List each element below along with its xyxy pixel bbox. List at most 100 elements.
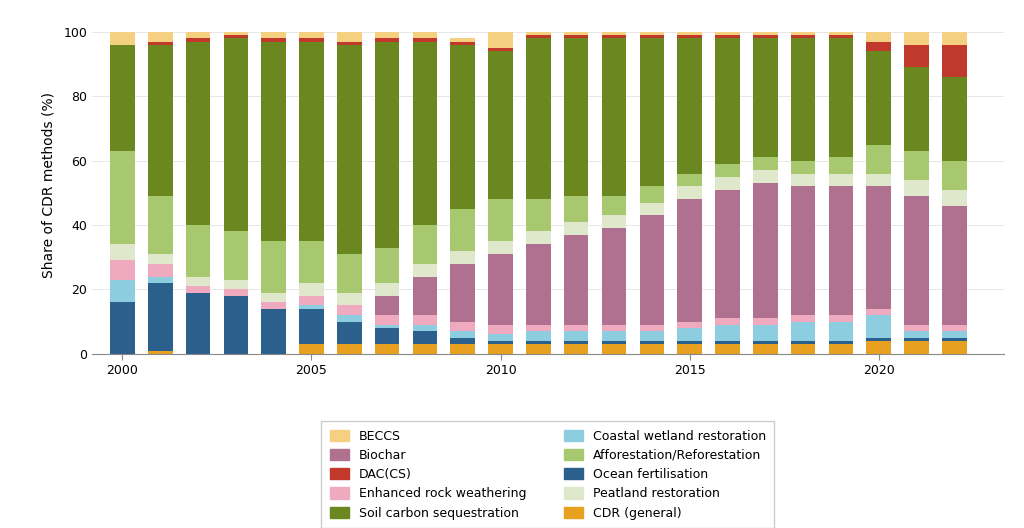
Bar: [488, 199, 513, 241]
Bar: [828, 344, 853, 354]
Bar: [223, 39, 248, 231]
Bar: [413, 225, 437, 263]
Bar: [791, 39, 815, 161]
Bar: [866, 315, 891, 338]
Bar: [185, 286, 210, 293]
Bar: [866, 341, 891, 354]
Bar: [715, 32, 739, 35]
Bar: [299, 306, 324, 309]
Bar: [375, 325, 399, 328]
Bar: [942, 325, 967, 331]
Bar: [602, 32, 627, 35]
Bar: [828, 32, 853, 35]
Bar: [375, 328, 399, 344]
Bar: [451, 39, 475, 42]
Bar: [791, 341, 815, 344]
Bar: [451, 251, 475, 263]
Bar: [375, 296, 399, 315]
Bar: [942, 331, 967, 338]
Bar: [413, 39, 437, 42]
Bar: [828, 315, 853, 322]
Bar: [223, 280, 248, 289]
Bar: [904, 151, 929, 180]
Bar: [602, 39, 627, 196]
Bar: [942, 77, 967, 161]
Bar: [866, 174, 891, 186]
Bar: [564, 234, 589, 325]
Bar: [904, 325, 929, 331]
Bar: [791, 161, 815, 174]
Bar: [223, 289, 248, 296]
Bar: [451, 338, 475, 344]
Bar: [564, 222, 589, 234]
Bar: [602, 344, 627, 354]
Bar: [111, 244, 135, 260]
Bar: [451, 42, 475, 45]
Bar: [791, 35, 815, 39]
Bar: [866, 186, 891, 309]
Bar: [753, 183, 777, 318]
Bar: [602, 35, 627, 39]
Bar: [488, 48, 513, 51]
Bar: [223, 35, 248, 39]
Bar: [147, 263, 172, 277]
Bar: [337, 322, 361, 344]
Bar: [111, 151, 135, 244]
Bar: [677, 341, 701, 344]
Bar: [488, 344, 513, 354]
Legend: BECCS, Biochar, DAC(CS), Enhanced rock weathering, Soil carbon sequestration, Co: BECCS, Biochar, DAC(CS), Enhanced rock w…: [322, 421, 774, 528]
Bar: [791, 315, 815, 322]
Bar: [413, 315, 437, 325]
Bar: [677, 32, 701, 35]
Bar: [488, 325, 513, 334]
Bar: [147, 283, 172, 351]
Bar: [602, 215, 627, 228]
Bar: [299, 241, 324, 283]
Bar: [147, 254, 172, 263]
Bar: [337, 32, 361, 42]
Bar: [942, 161, 967, 190]
Bar: [828, 174, 853, 186]
Bar: [904, 180, 929, 196]
Bar: [866, 32, 891, 42]
Bar: [526, 341, 551, 344]
Bar: [526, 331, 551, 341]
Bar: [147, 196, 172, 254]
Bar: [451, 322, 475, 331]
Bar: [753, 32, 777, 35]
Bar: [111, 45, 135, 151]
Bar: [942, 341, 967, 354]
Bar: [904, 45, 929, 68]
Y-axis label: Share of CDR methods (%): Share of CDR methods (%): [41, 92, 55, 278]
Bar: [715, 325, 739, 341]
Bar: [488, 241, 513, 254]
Bar: [753, 157, 777, 171]
Bar: [828, 157, 853, 174]
Bar: [677, 186, 701, 199]
Bar: [866, 338, 891, 341]
Bar: [526, 231, 551, 244]
Bar: [677, 344, 701, 354]
Bar: [375, 283, 399, 296]
Bar: [299, 296, 324, 306]
Bar: [677, 35, 701, 39]
Bar: [147, 32, 172, 42]
Bar: [185, 277, 210, 286]
Bar: [337, 344, 361, 354]
Bar: [451, 344, 475, 354]
Bar: [185, 293, 210, 354]
Bar: [753, 344, 777, 354]
Bar: [828, 35, 853, 39]
Bar: [828, 186, 853, 315]
Bar: [904, 32, 929, 45]
Bar: [715, 341, 739, 344]
Bar: [261, 302, 286, 309]
Bar: [261, 309, 286, 354]
Bar: [337, 315, 361, 322]
Bar: [261, 293, 286, 302]
Bar: [602, 228, 627, 325]
Bar: [564, 344, 589, 354]
Bar: [564, 32, 589, 35]
Bar: [640, 325, 665, 331]
Bar: [299, 42, 324, 241]
